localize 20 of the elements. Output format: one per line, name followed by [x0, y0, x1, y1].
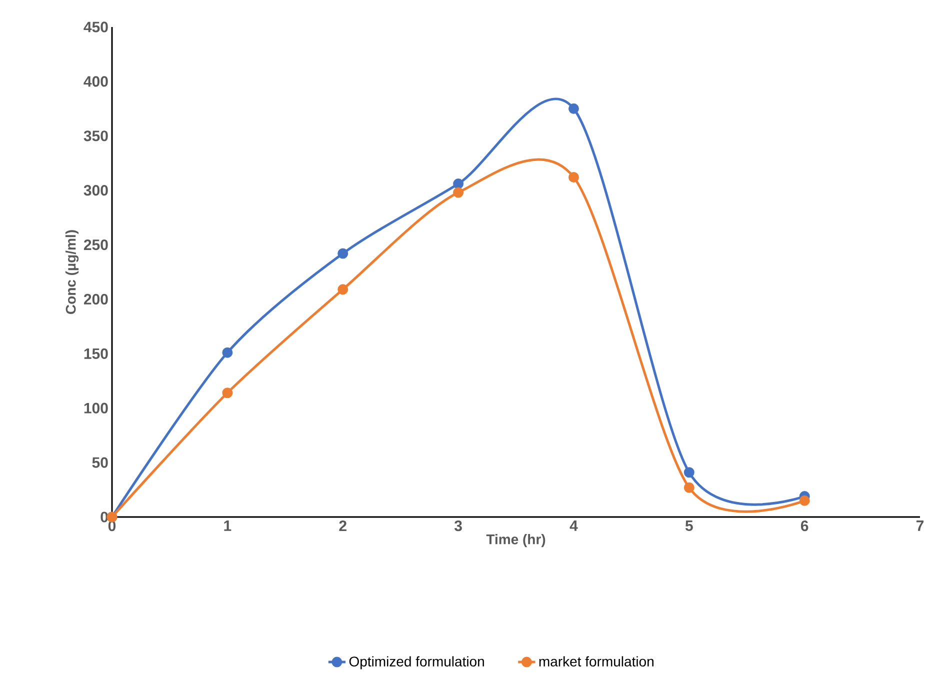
x-tick-label: 3: [454, 520, 462, 532]
y-tick-label: 450: [84, 22, 108, 32]
x-tick-label: 6: [800, 520, 808, 532]
y-tick-label: 100: [84, 402, 108, 414]
y-tick-label: 300: [84, 185, 108, 196]
x-tick-label: 7: [916, 520, 924, 531]
y-axis-title: Conc (µg/ml): [65, 230, 79, 314]
x-tick-label: 4: [570, 520, 578, 531]
y-tick-label: 400: [84, 76, 108, 87]
y-tick-label: 150: [84, 348, 108, 359]
y-tick-label: 250: [84, 239, 108, 250]
y-tick-label: 200: [84, 294, 108, 305]
x-tick-label: 2: [339, 520, 346, 532]
x-tick-label: 5: [685, 520, 693, 531]
legend-label: Optimized formulation: [349, 656, 484, 670]
x-axis-title: Time (hr): [486, 534, 546, 548]
legend-label: market formulation: [539, 656, 654, 667]
y-tick-label: 50: [92, 457, 108, 468]
x-tick-label: 1: [224, 520, 232, 531]
y-tick-label: 350: [84, 130, 108, 142]
